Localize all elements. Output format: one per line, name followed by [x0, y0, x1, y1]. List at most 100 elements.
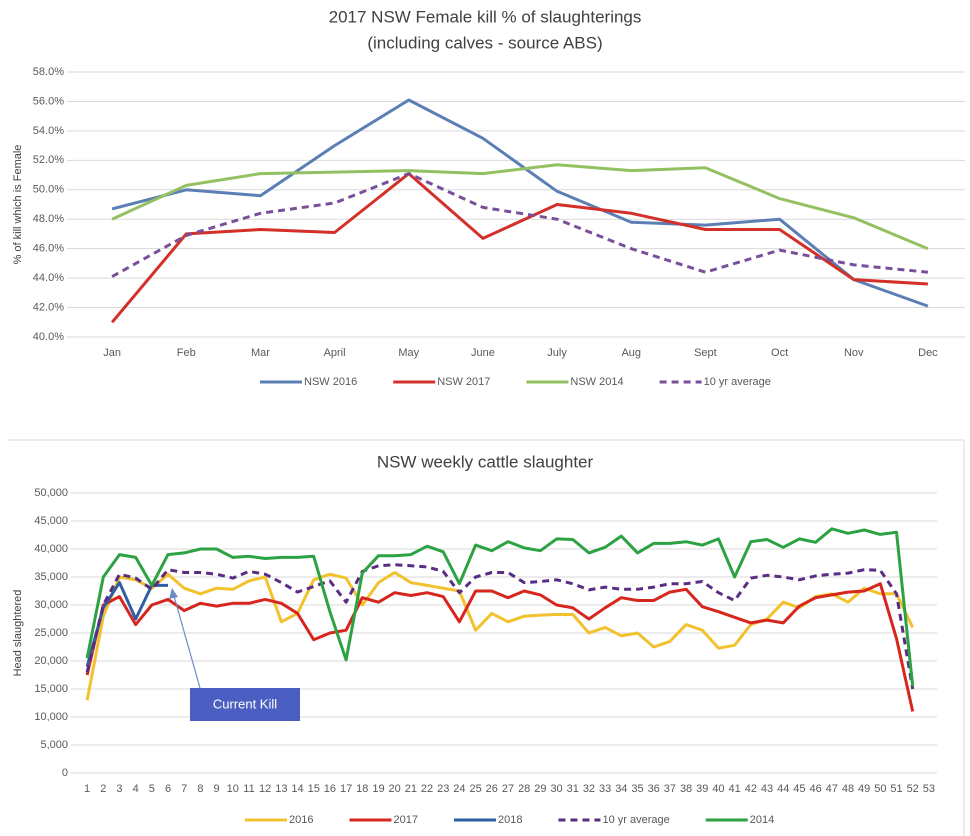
- x-tick-label: 53: [923, 783, 935, 795]
- y-tick-label: 5,000: [40, 739, 68, 751]
- x-tick-label: 35: [631, 783, 643, 795]
- y-tick-label: 0: [62, 767, 68, 779]
- y-tick-label: 25,000: [34, 627, 68, 639]
- x-tick-label: 24: [453, 783, 465, 795]
- legend-label: NSW 2016: [304, 376, 357, 388]
- y-tick-label: 58.0%: [33, 66, 64, 78]
- x-tick-label: 7: [181, 783, 187, 795]
- x-tick-label: 52: [907, 783, 919, 795]
- x-tick-label: 33: [599, 783, 611, 795]
- x-tick-label: 37: [664, 783, 676, 795]
- series-line: [111, 172, 929, 278]
- x-tick-label: 15: [308, 783, 320, 795]
- y-tick-label: 50.0%: [33, 184, 64, 196]
- series-line: [85, 563, 915, 690]
- x-tick-label: 16: [324, 783, 336, 795]
- x-tick-label: 11: [243, 783, 254, 795]
- annotation-arrow: [173, 595, 201, 689]
- x-tick-label: Oct: [771, 347, 788, 359]
- y-tick-label: 54.0%: [33, 125, 64, 137]
- x-tick-label: 46: [809, 783, 821, 795]
- y-axis-title: % of kill which is Female: [12, 145, 24, 265]
- x-tick-label: 49: [858, 783, 870, 795]
- x-tick-label: Jan: [103, 347, 121, 359]
- x-tick-label: 21: [405, 783, 417, 795]
- x-tick-label: 34: [615, 783, 627, 795]
- x-tick-label: 42: [745, 783, 757, 795]
- x-tick-label: June: [471, 347, 495, 359]
- x-tick-label: 4: [133, 783, 139, 795]
- x-tick-label: 13: [275, 783, 287, 795]
- x-tick-label: 5: [149, 783, 155, 795]
- x-tick-label: 26: [486, 783, 498, 795]
- chart-title: 2017 NSW Female kill % of slaughterings: [329, 7, 642, 26]
- x-tick-label: 41: [729, 783, 741, 795]
- x-tick-label: 25: [469, 783, 481, 795]
- y-tick-label: 42.0%: [33, 301, 64, 313]
- y-tick-label: 15,000: [34, 683, 68, 695]
- x-tick-label: 40: [712, 783, 724, 795]
- x-tick-label: 10: [227, 783, 239, 795]
- y-tick-label: 40.0%: [33, 331, 64, 343]
- annotation-text: Current Kill: [213, 696, 277, 711]
- legend-label: 2017: [393, 814, 417, 826]
- x-tick-label: Mar: [251, 347, 270, 359]
- x-tick-label: Dec: [918, 347, 938, 359]
- series-line: [85, 527, 915, 687]
- y-tick-label: 20,000: [34, 655, 68, 667]
- legend-label: 2014: [750, 814, 774, 826]
- x-tick-label: April: [324, 347, 346, 359]
- x-tick-label: 20: [389, 783, 401, 795]
- x-tick-label: 51: [890, 783, 902, 795]
- series-line: [110, 172, 928, 324]
- x-tick-label: 45: [793, 783, 805, 795]
- x-tick-label: Feb: [177, 347, 196, 359]
- y-tick-label: 40,000: [34, 543, 68, 555]
- x-tick-label: 31: [567, 783, 579, 795]
- x-tick-label: Aug: [621, 347, 641, 359]
- y-tick-label: 35,000: [34, 571, 68, 583]
- series-line: [85, 582, 915, 712]
- x-tick-label: 27: [502, 783, 514, 795]
- x-tick-label: 29: [534, 783, 546, 795]
- annotation-box: [190, 688, 300, 721]
- x-tick-label: July: [547, 347, 567, 359]
- y-tick-label: 45,000: [34, 515, 68, 527]
- x-tick-label: 8: [197, 783, 203, 795]
- x-tick-label: 32: [583, 783, 595, 795]
- x-tick-label: Sept: [694, 347, 717, 359]
- y-tick-label: 50,000: [34, 487, 68, 499]
- series-line: [85, 571, 915, 701]
- legend-label: 2016: [289, 814, 313, 826]
- x-tick-label: 44: [777, 783, 789, 795]
- y-axis-title: Head slaughtered: [12, 590, 24, 677]
- legend-label: 10 yr average: [602, 814, 669, 826]
- x-tick-label: 39: [696, 783, 708, 795]
- legend-label: NSW 2017: [437, 376, 490, 388]
- x-tick-label: 19: [372, 783, 384, 795]
- x-tick-label: 50: [874, 783, 886, 795]
- x-tick-label: 3: [116, 783, 122, 795]
- x-tick-label: 12: [259, 783, 271, 795]
- annotation-arrowhead: [169, 588, 178, 599]
- x-tick-label: May: [398, 347, 419, 359]
- series-line: [111, 98, 929, 308]
- y-tick-label: 10,000: [34, 711, 68, 723]
- chart-title: NSW weekly cattle slaughter: [377, 452, 594, 471]
- x-tick-label: 6: [165, 783, 171, 795]
- x-tick-label: 30: [550, 783, 562, 795]
- x-tick-label: 47: [826, 783, 838, 795]
- legend-label: NSW 2014: [570, 376, 623, 388]
- y-tick-label: 56.0%: [33, 95, 64, 107]
- x-tick-label: 1: [84, 783, 90, 795]
- y-tick-label: 44.0%: [33, 272, 64, 284]
- x-tick-label: 28: [518, 783, 530, 795]
- x-tick-label: 36: [648, 783, 660, 795]
- x-tick-label: 38: [680, 783, 692, 795]
- x-tick-label: 23: [437, 783, 449, 795]
- x-tick-label: 14: [291, 783, 303, 795]
- legend-label: 2018: [498, 814, 522, 826]
- x-tick-label: 43: [761, 783, 773, 795]
